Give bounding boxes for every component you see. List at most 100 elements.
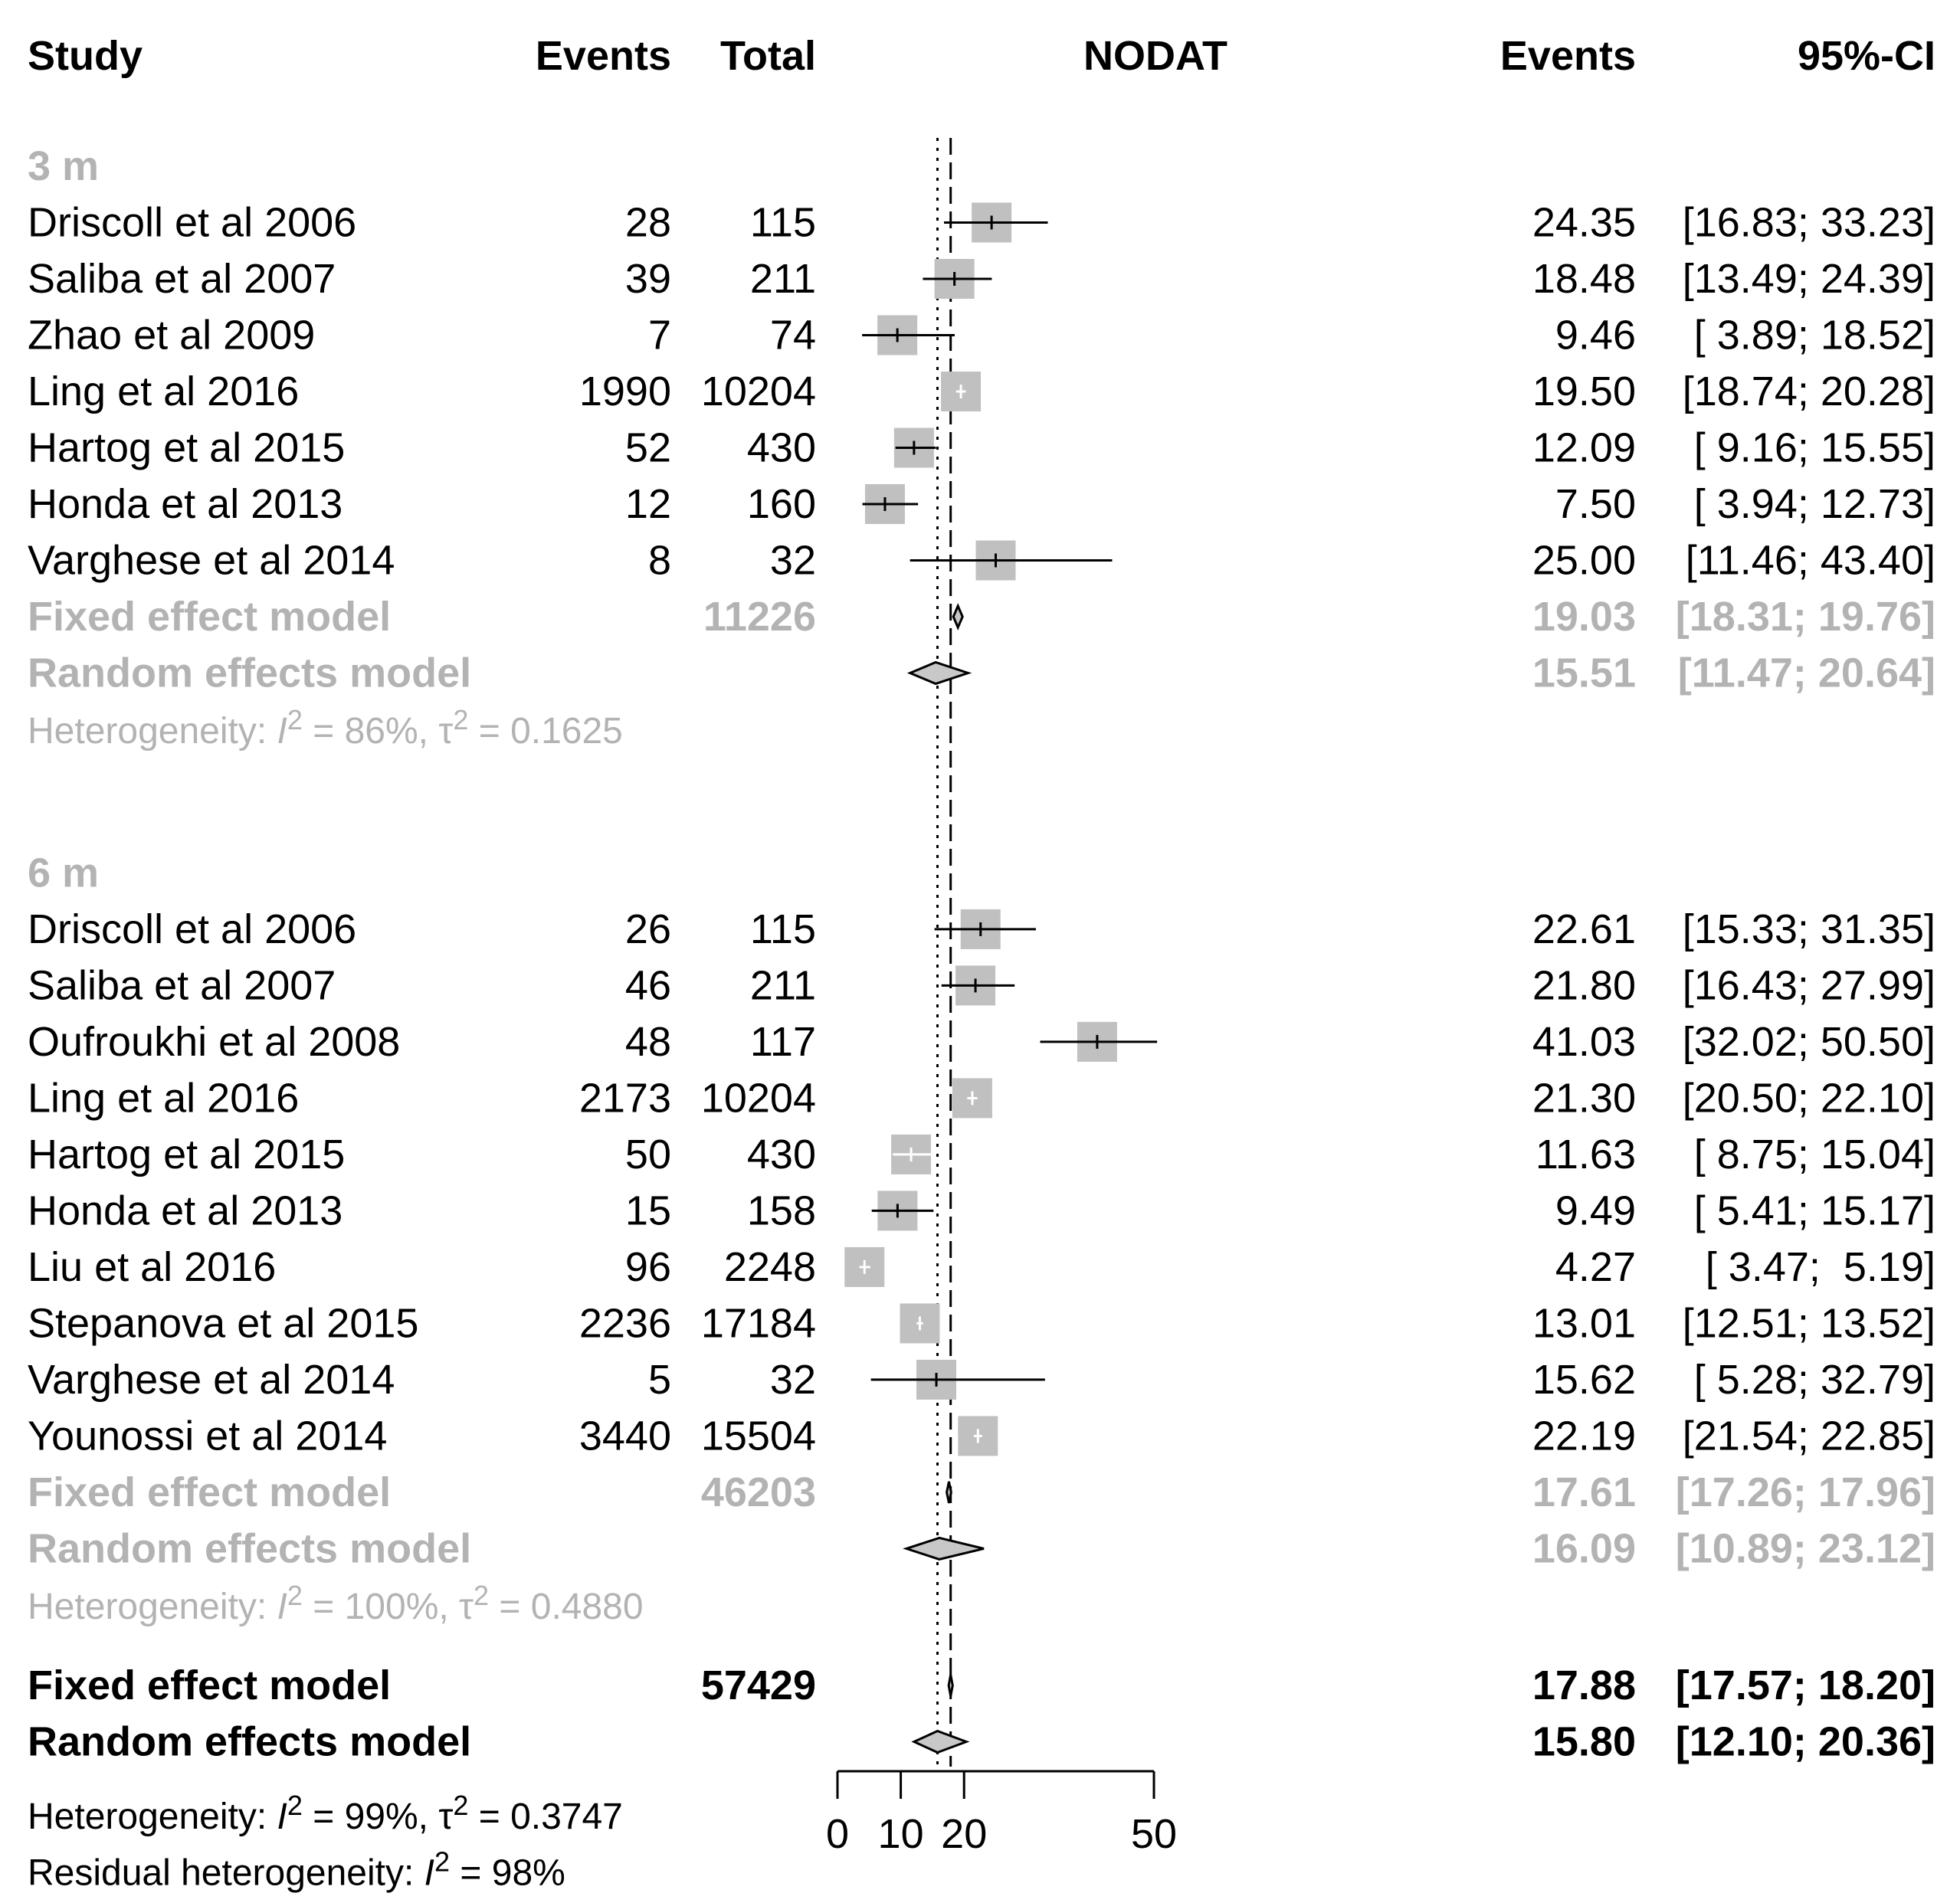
subgroup-fixed-diamond	[952, 603, 964, 631]
study-total: 15504	[701, 1413, 816, 1459]
study-total: 158	[747, 1187, 816, 1233]
study-name: Driscoll et al 2006	[28, 200, 356, 246]
study-rate: 15.62	[1532, 1357, 1636, 1403]
subgroup-fixed-ci: [17.26; 17.96]	[1676, 1469, 1935, 1515]
study-name: Ling et al 2016	[28, 1075, 299, 1121]
overall-fixed-diamond	[947, 1674, 954, 1697]
study-rate: 12.09	[1532, 425, 1636, 471]
study-total: 160	[747, 481, 816, 527]
study-name: Oufroukhi et al 2008	[28, 1019, 400, 1065]
x-tick-label: 20	[941, 1811, 987, 1857]
study-rate: 25.00	[1532, 538, 1636, 584]
study-ci: [16.83; 33.23]	[1683, 200, 1935, 246]
study-name: Honda et al 2013	[28, 1187, 343, 1233]
study-events: 8	[648, 538, 671, 584]
study-total: 10204	[701, 1075, 816, 1121]
study-total: 117	[750, 1019, 816, 1065]
overall-random-label: Random effects model	[28, 1719, 471, 1765]
overall-heterogeneity: Heterogeneity: I2 = 99%, τ2 = 0.3747	[28, 1790, 623, 1837]
overall-fixed-total: 57429	[701, 1662, 816, 1708]
x-tick-label: 10	[878, 1811, 924, 1857]
x-tick-label: 50	[1131, 1811, 1177, 1857]
study-ci: [32.02; 50.50]	[1683, 1019, 1935, 1065]
study-events: 12	[625, 481, 671, 527]
study-name: Honda et al 2013	[28, 481, 343, 527]
study-events: 96	[625, 1244, 671, 1290]
study-events: 39	[625, 256, 671, 302]
study-ci: [18.74; 20.28]	[1683, 368, 1935, 414]
study-events: 1990	[579, 368, 671, 414]
residual-heterogeneity: Residual heterogeneity: I2 = 98%	[28, 1846, 565, 1894]
study-total: 211	[750, 256, 816, 302]
study-events: 50	[625, 1132, 671, 1178]
study-rate: 18.48	[1532, 256, 1636, 302]
study-ci: [ 5.28; 32.79]	[1694, 1357, 1935, 1403]
study-name: Younossi et al 2014	[28, 1413, 387, 1459]
subgroup-label: 6 m	[28, 850, 99, 896]
study-rate: 19.50	[1532, 368, 1636, 414]
subgroup-fixed-rate: 19.03	[1532, 594, 1636, 640]
study-total: 32	[770, 1357, 816, 1403]
study-rate: 24.35	[1532, 200, 1636, 246]
study-total: 430	[747, 1132, 816, 1178]
study-total: 10204	[701, 368, 816, 414]
subgroup-fixed-diamond	[946, 1481, 952, 1504]
study-ci: [21.54; 22.85]	[1683, 1413, 1935, 1459]
overall-fixed-ci: [17.57; 18.20]	[1676, 1662, 1935, 1708]
study-ci: [16.43; 27.99]	[1683, 962, 1935, 1008]
subgroup-fixed-rate: 17.61	[1532, 1469, 1636, 1515]
subgroup-random-label: Random effects model	[28, 650, 471, 696]
subgroup-random-label: Random effects model	[28, 1525, 471, 1571]
study-rate: 4.27	[1555, 1244, 1636, 1290]
chart-title: NODAT	[1083, 33, 1227, 79]
study-name: Liu et al 2016	[28, 1244, 276, 1290]
study-rate: 11.63	[1536, 1132, 1636, 1178]
subgroup-heterogeneity: Heterogeneity: I2 = 100%, τ2 = 0.4880	[28, 1580, 644, 1627]
study-ci: [ 3.47; 5.19]	[1706, 1244, 1935, 1290]
study-total: 32	[770, 538, 816, 584]
study-name: Driscoll et al 2006	[28, 906, 356, 952]
subgroup-random-rate: 15.51	[1532, 650, 1636, 696]
study-events: 46	[625, 962, 671, 1008]
study-rate: 9.46	[1555, 313, 1636, 359]
study-events: 26	[625, 906, 671, 952]
x-tick-label: 0	[826, 1811, 849, 1857]
overall-random-rate: 15.80	[1532, 1719, 1636, 1765]
header-study: Study	[28, 33, 143, 79]
study-name: Zhao et al 2009	[28, 313, 315, 359]
header-events: Events	[536, 33, 671, 79]
study-events: 7	[648, 313, 671, 359]
study-rate: 21.80	[1532, 962, 1636, 1008]
study-ci: [ 8.75; 15.04]	[1694, 1132, 1935, 1178]
study-ci: [ 3.94; 12.73]	[1694, 481, 1935, 527]
subgroup-random-diamond	[906, 660, 972, 686]
overall-random-diamond	[911, 1729, 970, 1754]
subgroup-random-diamond	[903, 1536, 985, 1561]
study-events: 15	[625, 1187, 671, 1233]
study-name: Stepanova et al 2015	[28, 1300, 418, 1346]
study-rate: 22.61	[1532, 906, 1636, 952]
study-events: 52	[625, 425, 671, 471]
study-name: Hartog et al 2015	[28, 1132, 345, 1178]
subgroup-random-ci: [11.47; 20.64]	[1678, 650, 1935, 696]
study-events: 48	[625, 1019, 671, 1065]
study-ci: [ 9.16; 15.55]	[1694, 425, 1935, 471]
study-ci: [15.33; 31.35]	[1683, 906, 1935, 952]
subgroup-label: 3 m	[28, 143, 99, 189]
study-total: 2248	[724, 1244, 816, 1290]
study-events: 2173	[579, 1075, 671, 1121]
study-total: 74	[770, 313, 816, 359]
study-events: 3440	[579, 1413, 671, 1459]
subgroup-fixed-ci: [18.31; 19.76]	[1676, 594, 1935, 640]
study-total: 211	[750, 962, 816, 1008]
header-total: Total	[720, 33, 816, 79]
subgroup-random-rate: 16.09	[1532, 1525, 1636, 1571]
study-events: 2236	[579, 1300, 671, 1346]
overall-random-ci: [12.10; 20.36]	[1676, 1719, 1935, 1765]
study-total: 430	[747, 425, 816, 471]
study-name: Varghese et al 2014	[28, 1357, 395, 1403]
study-ci: [ 3.89; 18.52]	[1694, 313, 1935, 359]
subgroup-fixed-total: 46203	[701, 1469, 816, 1515]
overall-fixed-label: Fixed effect model	[28, 1662, 391, 1708]
